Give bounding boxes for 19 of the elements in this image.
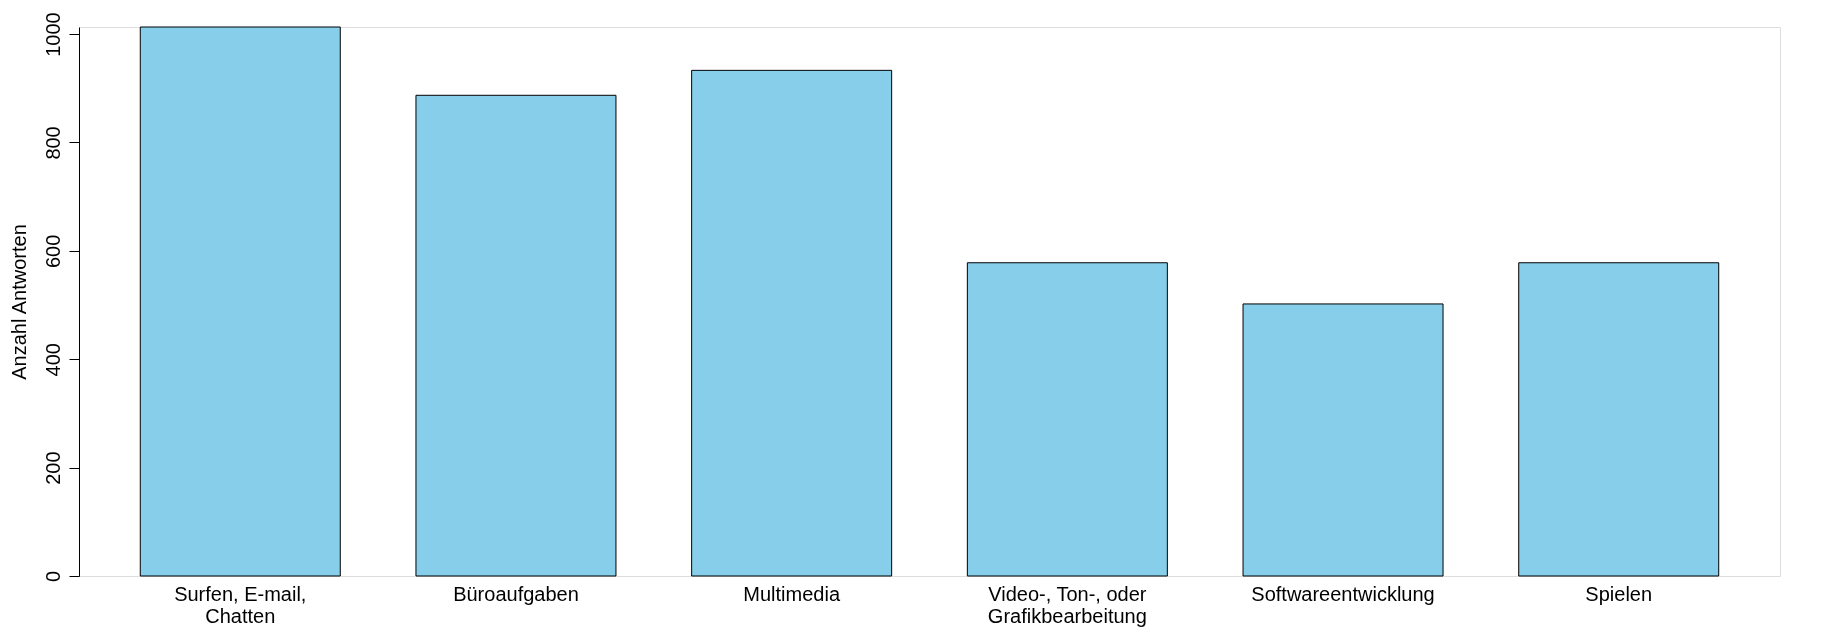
x-tick-label: Multimedia — [743, 582, 841, 605]
x-tick-label: Softwareentwicklung — [1251, 582, 1435, 605]
y-tick-label: 800 — [41, 126, 64, 160]
y-tick-label: 200 — [41, 451, 64, 485]
y-tick-label: 600 — [41, 234, 64, 269]
bar — [966, 262, 1168, 577]
y-axis-title: Anzahl Antworten — [7, 224, 30, 380]
bar — [691, 69, 893, 577]
y-tick-label: 400 — [41, 343, 64, 377]
x-tick-label: Büroaufgaben — [453, 582, 579, 605]
bar — [415, 94, 617, 577]
y-tick-label: 0 — [41, 570, 64, 583]
x-tick-label: Video-, Ton-, oder Grafikbearbeitung — [987, 582, 1147, 627]
bar — [1518, 262, 1720, 577]
x-tick-label: Surfen, E-mail, Chatten — [174, 582, 307, 627]
x-tick-label: Spielen — [1585, 582, 1653, 605]
bar — [139, 26, 341, 577]
y-tick-label: 1000 — [41, 12, 64, 57]
bar — [1242, 303, 1444, 577]
